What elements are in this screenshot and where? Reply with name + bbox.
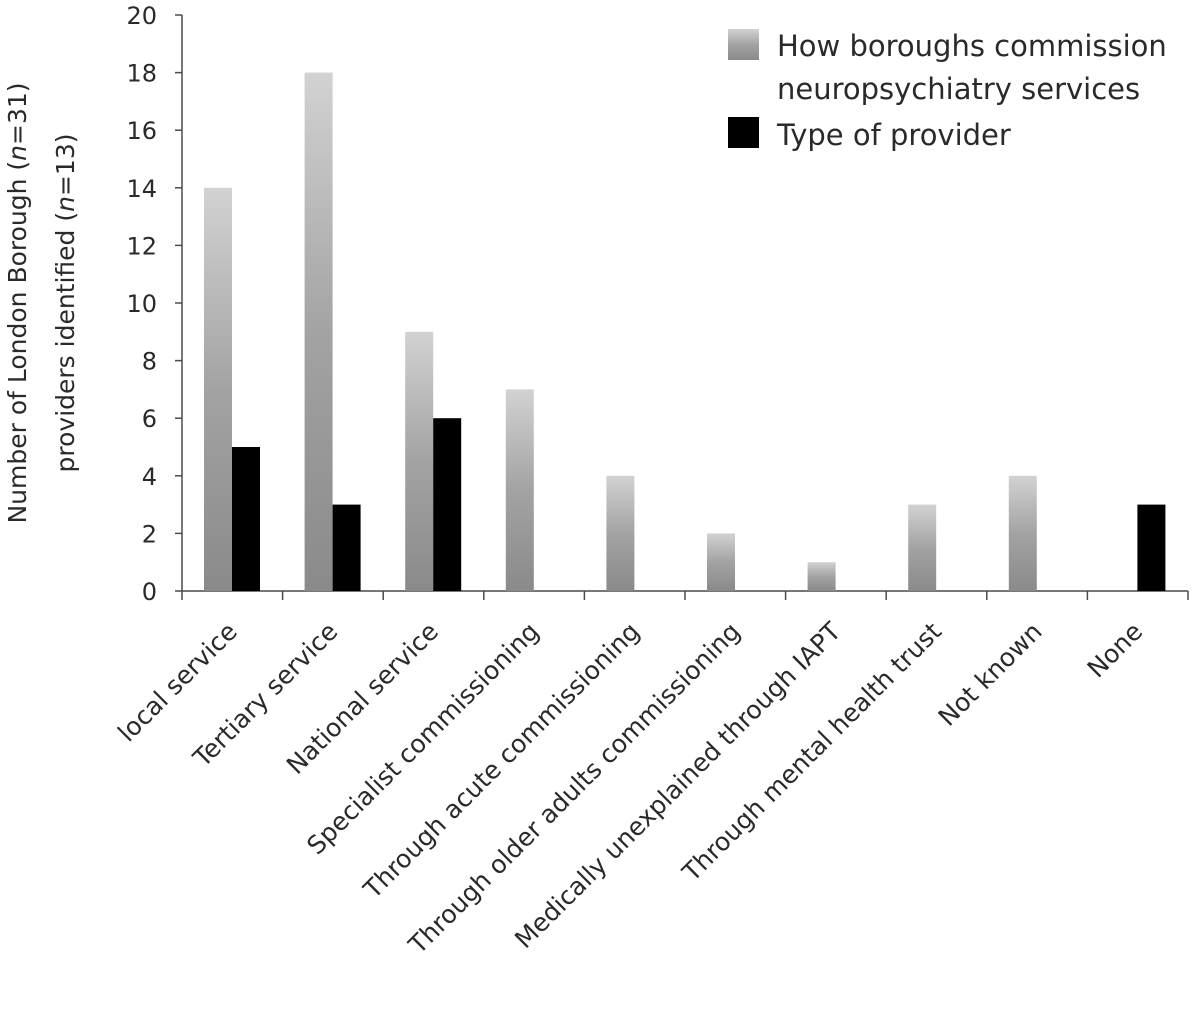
y-tick-label: 2 <box>142 520 157 548</box>
y-tick-label: 0 <box>142 578 157 606</box>
bar-how-boroughs-commission <box>1008 475 1037 591</box>
bar-how-boroughs-commission <box>707 533 735 591</box>
y-tick-label: 20 <box>126 2 157 30</box>
bar-type-of-provider <box>433 418 462 591</box>
y-tick-label: 16 <box>126 117 157 145</box>
legend-swatch-type-of-provider <box>728 117 759 148</box>
y-axis-title: Number of London Borough (n=31) providers… <box>3 82 80 523</box>
y-tick-label: 14 <box>126 175 157 203</box>
legend-swatch-how-boroughs-commission <box>728 29 759 60</box>
x-axis <box>181 590 1189 600</box>
x-tick-label: None <box>1082 617 1149 684</box>
y-axis-label: Number of London Borough (n=31) <box>3 82 32 523</box>
legend: How boroughs commission neuropsychiatry s… <box>728 29 1167 152</box>
y-tick-label: 6 <box>142 405 157 433</box>
y-axis: 0 2 4 6 8 10 12 14 16 18 20 <box>126 2 183 606</box>
bar-type-of-provider <box>232 447 260 591</box>
bar-how-boroughs-commission <box>908 504 937 591</box>
legend-label: neuropsychiatry services <box>777 72 1140 106</box>
legend-label: How boroughs commission <box>777 29 1167 63</box>
x-tick-label: Not known <box>933 617 1048 732</box>
y-tick-label: 4 <box>142 463 157 491</box>
y-tick-label: 10 <box>126 290 157 318</box>
y-tick-label: 12 <box>126 232 157 260</box>
y-axis-label: providers identified (n=13) <box>51 134 80 473</box>
bar-how-boroughs-commission <box>807 562 836 591</box>
legend-label: Type of provider <box>776 118 1011 152</box>
bar-how-boroughs-commission <box>505 389 534 591</box>
bar-type-of-provider <box>332 504 361 591</box>
bars <box>204 72 1166 592</box>
bar-type-of-provider <box>1137 504 1166 591</box>
bar-how-boroughs-commission <box>405 331 434 591</box>
y-tick-label: 8 <box>142 348 157 376</box>
bar-how-boroughs-commission <box>606 475 635 591</box>
bar-how-boroughs-commission <box>204 187 232 592</box>
bar-how-boroughs-commission <box>304 72 333 592</box>
y-tick-label: 18 <box>126 60 157 88</box>
